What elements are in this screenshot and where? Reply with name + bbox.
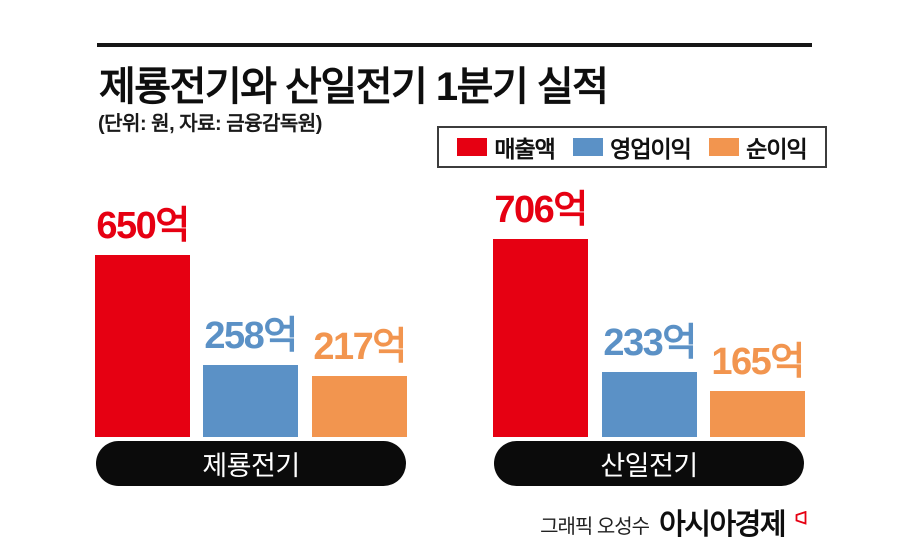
legend-swatch-revenue <box>457 138 488 156</box>
group-label-jeryong: 제룡전기 <box>96 441 406 486</box>
group-label-text: 산일전기 <box>600 451 698 481</box>
bar-sanil-net-profit <box>710 391 805 437</box>
bar-sanil-operating-profit <box>602 372 697 437</box>
legend-swatch-operating-profit <box>573 138 604 156</box>
bar-value-jeryong-net-profit: 217억 <box>313 326 407 368</box>
group-label-text: 제룡전기 <box>202 451 300 481</box>
brand-mark-icon <box>795 511 807 525</box>
bar-value-jeryong-operating-profit: 258억 <box>204 315 298 357</box>
brand-logo-text: 아시아경제 <box>659 509 786 541</box>
bar-jeryong-net-profit <box>312 376 407 437</box>
unit-source-note: (단위: 원, 자료: 금융감독원) <box>98 113 322 135</box>
legend-label: 순이익 <box>746 136 807 162</box>
legend-label: 영업이익 <box>610 136 692 162</box>
page-title: 제룡전기와 산일전기 1분기 실적 <box>99 65 609 109</box>
credit-text: 그래픽 오성수 <box>540 516 650 538</box>
bar-value-jeryong-revenue: 650억 <box>96 205 190 247</box>
legend-label: 매출액 <box>494 136 555 162</box>
title-rule <box>97 43 812 47</box>
credit-line: 그래픽 오성수 아시아경제 <box>540 509 807 542</box>
legend-swatch-net-profit <box>709 138 740 156</box>
bar-jeryong-revenue <box>95 255 190 437</box>
bar-sanil-revenue <box>493 239 588 437</box>
group-label-sanil: 산일전기 <box>494 441 804 486</box>
bar-value-sanil-operating-profit: 233억 <box>603 322 697 364</box>
legend: 매출액 영업이익 순이익 <box>437 126 827 168</box>
legend-item-operating-profit: 영업이익 <box>573 130 692 164</box>
legend-item-revenue: 매출액 <box>457 130 556 164</box>
legend-item-net-profit: 순이익 <box>709 130 808 164</box>
bar-jeryong-operating-profit <box>203 365 298 437</box>
bar-value-sanil-revenue: 706억 <box>494 189 588 231</box>
bar-value-sanil-net-profit: 165억 <box>711 341 805 383</box>
